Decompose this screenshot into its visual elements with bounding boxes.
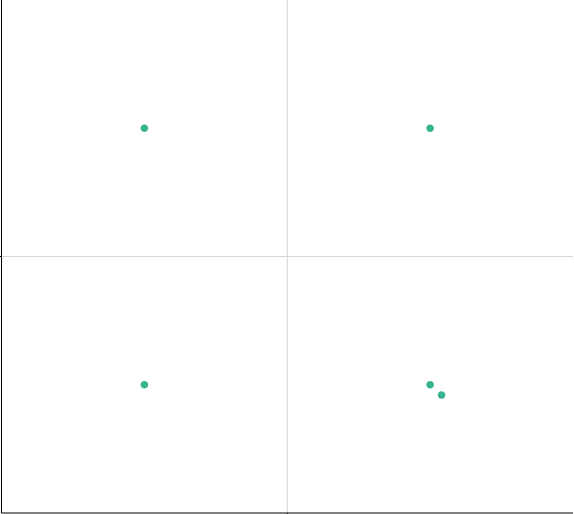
data-point: [426, 124, 434, 132]
data-point: [141, 381, 149, 389]
data-point: [438, 391, 446, 399]
data-point: [141, 124, 149, 132]
data-points: [141, 124, 446, 398]
data-point: [426, 381, 434, 389]
